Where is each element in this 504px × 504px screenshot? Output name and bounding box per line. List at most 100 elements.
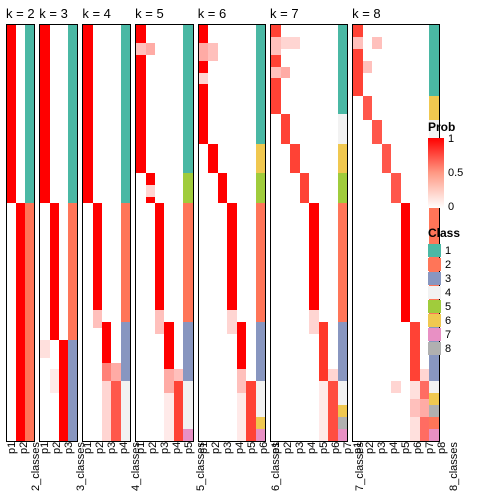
x-label: p2 bbox=[51, 442, 63, 502]
prob-column bbox=[281, 25, 291, 441]
prob-cell bbox=[16, 435, 25, 441]
class-cell bbox=[68, 435, 77, 441]
prob-column bbox=[50, 25, 59, 441]
class-legend-row: 6 bbox=[428, 314, 500, 327]
x-label: p4 bbox=[234, 442, 246, 502]
class-label: 3 bbox=[445, 273, 451, 285]
panel-title: k = 7 bbox=[270, 6, 348, 21]
x-label: p3 bbox=[376, 442, 388, 502]
prob-cell bbox=[174, 435, 183, 441]
panel-k6: k = 6p1p2p3p4p5p66_classes bbox=[198, 24, 266, 442]
prob-cell bbox=[237, 435, 246, 441]
prob-cell bbox=[227, 435, 236, 441]
x-label: 8_classes bbox=[448, 442, 460, 502]
class-swatch bbox=[428, 342, 441, 355]
prob-column bbox=[391, 25, 401, 441]
prob-column bbox=[155, 25, 164, 441]
panel-k3: k = 3p1p2p33_classes bbox=[39, 24, 78, 442]
prob-cell bbox=[363, 435, 373, 441]
x-label: p8 bbox=[436, 442, 448, 502]
prob-column bbox=[309, 25, 319, 441]
class-column bbox=[121, 25, 130, 441]
panel-title: k = 8 bbox=[352, 6, 440, 21]
class-legend-row: 8 bbox=[428, 342, 500, 355]
x-label: p1 bbox=[270, 442, 282, 502]
class-column bbox=[25, 25, 34, 441]
prob-cell bbox=[102, 435, 111, 441]
prob-cell bbox=[146, 435, 155, 441]
x-label: p6 bbox=[412, 442, 424, 502]
prob-column bbox=[164, 25, 173, 441]
class-swatch bbox=[428, 328, 441, 341]
x-label: p6 bbox=[258, 442, 270, 502]
class-legend-row: 2 bbox=[428, 258, 500, 271]
x-label: p2 bbox=[364, 442, 376, 502]
class-legend-row: 1 bbox=[428, 244, 500, 257]
panel-title: k = 3 bbox=[39, 6, 78, 21]
prob-tick: 0 bbox=[448, 201, 463, 213]
prob-cell bbox=[93, 435, 102, 441]
prob-legend-title: Prob bbox=[428, 120, 500, 134]
prob-column bbox=[410, 25, 420, 441]
legend: Prob 10.50 Class 12345678 bbox=[428, 120, 500, 355]
prob-cell bbox=[328, 435, 338, 441]
class-column bbox=[183, 25, 192, 441]
panel-body bbox=[39, 24, 78, 442]
prob-colorbar: 10.50 bbox=[428, 138, 444, 208]
x-label: p1 bbox=[198, 442, 210, 502]
prob-column bbox=[16, 25, 25, 441]
class-cell bbox=[256, 435, 265, 441]
panel-title: k = 4 bbox=[82, 6, 131, 21]
panel-k8: k = 8p1p2p3p4p5p6p7p88_classes bbox=[352, 24, 440, 442]
class-swatch bbox=[428, 244, 441, 257]
prob-column bbox=[59, 25, 68, 441]
class-label: 7 bbox=[445, 329, 451, 341]
prob-column bbox=[227, 25, 236, 441]
x-label: p5 bbox=[183, 442, 195, 502]
panel-title: k = 6 bbox=[198, 6, 266, 21]
x-axis-labels: p1p22_classes bbox=[6, 442, 35, 502]
class-cell bbox=[338, 435, 348, 441]
prob-column bbox=[353, 25, 363, 441]
panel-body bbox=[135, 24, 194, 442]
x-axis-labels: p1p2p3p44_classes bbox=[82, 442, 131, 502]
x-label: p2 bbox=[147, 442, 159, 502]
prob-tick: 0.5 bbox=[448, 167, 463, 179]
prob-column bbox=[40, 25, 49, 441]
prob-cell bbox=[401, 435, 411, 441]
x-label: p7 bbox=[424, 442, 436, 502]
class-swatch bbox=[428, 272, 441, 285]
class-label: 1 bbox=[445, 245, 451, 257]
prob-column bbox=[372, 25, 382, 441]
class-legend-row: 5 bbox=[428, 300, 500, 313]
class-swatch bbox=[428, 300, 441, 313]
prob-cell bbox=[199, 435, 208, 441]
x-label: p1 bbox=[6, 442, 18, 502]
prob-column bbox=[136, 25, 145, 441]
prob-cell bbox=[391, 435, 401, 441]
class-legend-row: 7 bbox=[428, 328, 500, 341]
prob-column bbox=[401, 25, 411, 441]
prob-column bbox=[93, 25, 102, 441]
prob-column bbox=[382, 25, 392, 441]
prob-cell bbox=[40, 435, 49, 441]
prob-column bbox=[208, 25, 217, 441]
prob-cell bbox=[83, 435, 92, 441]
panel-k2: k = 2p1p22_classes bbox=[6, 24, 35, 442]
x-label: p4 bbox=[118, 442, 130, 502]
prob-cell bbox=[271, 435, 281, 441]
class-cell bbox=[25, 435, 34, 441]
x-label: p1 bbox=[135, 442, 147, 502]
x-label: p2 bbox=[94, 442, 106, 502]
x-label: p4 bbox=[171, 442, 183, 502]
class-cell bbox=[429, 435, 439, 441]
prob-column bbox=[146, 25, 155, 441]
class-column bbox=[68, 25, 77, 441]
class-swatch bbox=[428, 286, 441, 299]
x-label: p1 bbox=[39, 442, 51, 502]
prob-column bbox=[237, 25, 246, 441]
prob-column bbox=[111, 25, 120, 441]
prob-column bbox=[319, 25, 329, 441]
x-label: p5 bbox=[318, 442, 330, 502]
panel-body bbox=[82, 24, 131, 442]
